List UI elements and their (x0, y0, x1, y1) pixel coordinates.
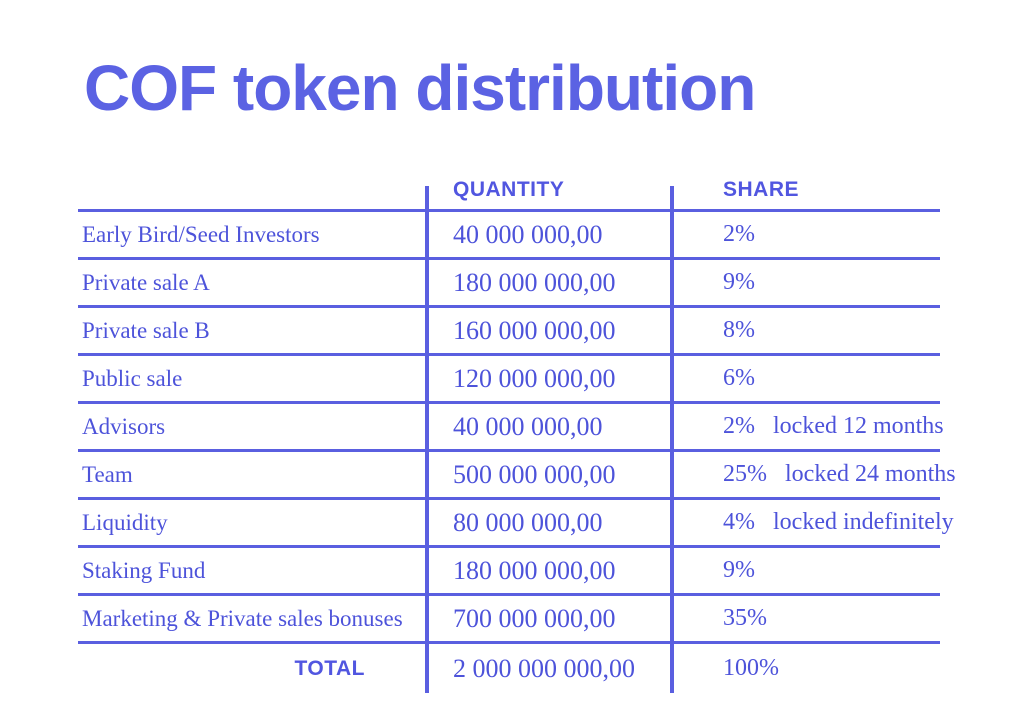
total-label: TOTAL (294, 656, 365, 680)
total-row: TOTAL 2 000 000 000,00 100% (78, 644, 940, 693)
share-percent: 2% (723, 413, 755, 439)
table-row: Advisors 40 000 000,00 2% locked 12 month… (78, 404, 944, 452)
share-percent: 2% (723, 221, 755, 247)
row-quantity: 700 000 000,00 (453, 603, 616, 633)
total-quantity: 2 000 000 000,00 (453, 653, 635, 683)
row-quantity: 40 000 000,00 (453, 411, 603, 441)
row-quantity: 160 000 000,00 (453, 315, 616, 345)
row-quantity: 180 000 000,00 (453, 267, 616, 297)
table-row: Private sale B 160 000 000,00 8% (78, 308, 940, 356)
column-divider-share (670, 186, 674, 693)
share-lock-note: locked indefinitely (773, 509, 954, 535)
row-label: Public sale (82, 365, 183, 391)
table-header-row: QUANTITY SHARE (78, 170, 940, 212)
row-label: Private sale B (82, 317, 210, 343)
row-share: 2% locked 12 months (672, 413, 944, 440)
share-percent: 35% (723, 605, 767, 631)
row-quantity: 40 000 000,00 (453, 219, 603, 249)
row-label: Team (82, 461, 133, 487)
row-share: 6% (672, 365, 940, 392)
share-percent: 4% (723, 509, 755, 535)
row-quantity: 80 000 000,00 (453, 507, 603, 537)
table-row: Private sale A 180 000 000,00 9% (78, 260, 940, 308)
row-quantity: 120 000 000,00 (453, 363, 616, 393)
quantity-column-header: QUANTITY (453, 177, 565, 201)
share-percent: 9% (723, 557, 755, 583)
column-divider-quantity (425, 186, 429, 693)
row-label: Private sale A (82, 269, 210, 295)
row-share: 25% locked 24 months (672, 461, 956, 488)
row-label: Marketing & Private sales bonuses (82, 605, 403, 631)
row-share: 9% (672, 557, 940, 584)
row-share: 8% (672, 317, 940, 344)
share-lock-note: locked 12 months (773, 413, 944, 439)
table-row: Marketing & Private sales bonuses 700 00… (78, 596, 940, 644)
row-label: Liquidity (82, 509, 168, 535)
distribution-table: QUANTITY SHARE Early Bird/Seed Investors… (78, 170, 956, 693)
row-share: 2% (672, 221, 940, 248)
row-share: 4% locked indefinitely (672, 509, 954, 536)
table-row: Public sale 120 000 000,00 6% (78, 356, 940, 404)
row-label: Early Bird/Seed Investors (82, 221, 320, 247)
row-quantity: 500 000 000,00 (453, 459, 616, 489)
share-lock-note: locked 24 months (785, 461, 956, 487)
table-row: Liquidity 80 000 000,00 4% locked indefin… (78, 500, 954, 548)
share-percent: 9% (723, 269, 755, 295)
table-row: Team 500 000 000,00 25% locked 24 months (78, 452, 956, 500)
row-label: Advisors (82, 413, 166, 439)
share-column-header: SHARE (723, 177, 800, 201)
row-share: 35% (672, 605, 940, 632)
row-quantity: 180 000 000,00 (453, 555, 616, 585)
share-percent: 25% (723, 461, 767, 487)
share-percent: 6% (723, 365, 755, 391)
table-row: Early Bird/Seed Investors 40 000 000,00 … (78, 212, 940, 260)
page-title: COF token distribution (84, 52, 756, 124)
total-share: 100% (723, 655, 779, 681)
row-label: Staking Fund (82, 557, 206, 583)
table-row: Staking Fund 180 000 000,00 9% (78, 548, 940, 596)
row-share: 9% (672, 269, 940, 296)
share-percent: 8% (723, 317, 755, 343)
